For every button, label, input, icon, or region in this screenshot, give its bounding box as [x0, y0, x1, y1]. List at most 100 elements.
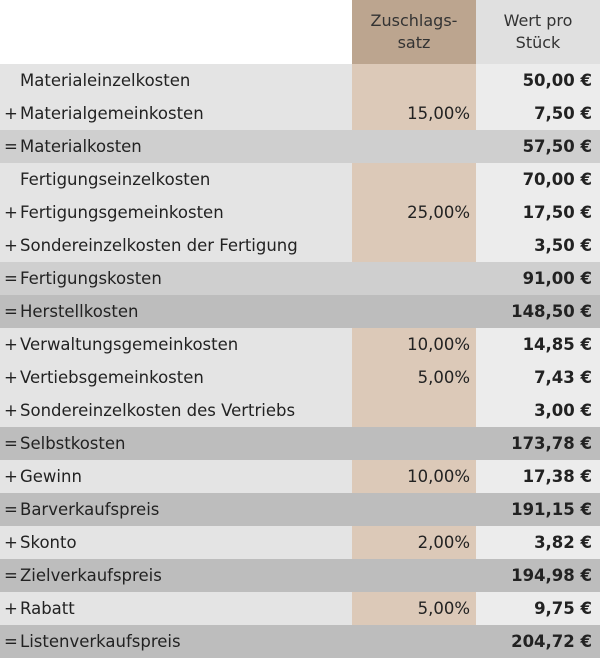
header-empty-cell	[0, 0, 352, 64]
row-label-cell: = Selbstkosten	[0, 427, 352, 460]
row-value: 148,50 €	[476, 295, 600, 328]
row-label-cell: Materialeinzelkosten	[0, 64, 352, 97]
row-value: 14,85 €	[476, 328, 600, 361]
row-sign: +	[4, 401, 18, 420]
row-sign: +	[4, 533, 18, 552]
row-label: Barverkaufspreis	[20, 500, 160, 519]
row-value: 7,50 €	[476, 97, 600, 130]
row-sign: =	[4, 632, 18, 651]
row-value: 204,72 €	[476, 625, 600, 658]
row-rate	[352, 163, 476, 196]
row-label: Fertigungsgemeinkosten	[20, 203, 224, 222]
table-row: + Fertigungsgemeinkosten 25,00% 17,50 €	[0, 196, 600, 229]
row-label: Herstellkosten	[20, 302, 139, 321]
row-sign: =	[4, 302, 18, 321]
row-label: Verwaltungsgemeinkosten	[20, 335, 239, 354]
row-sign: =	[4, 566, 18, 585]
header-rate-label: Zuschlags- satz	[370, 11, 458, 52]
row-label: Materialgemeinkosten	[20, 104, 204, 123]
row-value: 17,38 €	[476, 460, 600, 493]
header-value: Wert pro Stück	[476, 0, 600, 64]
row-sign: =	[4, 434, 18, 453]
table-row: + Materialgemeinkosten 15,00% 7,50 €	[0, 97, 600, 130]
row-value: 70,00 €	[476, 163, 600, 196]
row-rate	[352, 559, 476, 592]
table-row: = Zielverkaufspreis 194,98 €	[0, 559, 600, 592]
table-row: = Materialkosten 57,50 €	[0, 130, 600, 163]
row-sign: +	[4, 203, 18, 222]
row-label: Listenverkaufspreis	[20, 632, 181, 651]
row-sign: +	[4, 335, 18, 354]
row-value: 57,50 €	[476, 130, 600, 163]
row-rate: 25,00%	[352, 196, 476, 229]
row-rate	[352, 394, 476, 427]
table-row: = Fertigungskosten 91,00 €	[0, 262, 600, 295]
table-row: = Barverkaufspreis 191,15 €	[0, 493, 600, 526]
row-label-cell: = Materialkosten	[0, 130, 352, 163]
table-row: Materialeinzelkosten 50,00 €	[0, 64, 600, 97]
table-row: + Rabatt 5,00% 9,75 €	[0, 592, 600, 625]
table-row: + Verwaltungsgemeinkosten 10,00% 14,85 €	[0, 328, 600, 361]
row-value: 9,75 €	[476, 592, 600, 625]
row-rate: 15,00%	[352, 97, 476, 130]
row-value: 3,00 €	[476, 394, 600, 427]
row-sign: +	[4, 368, 18, 387]
row-label: Sondereinzelkosten des Vertriebs	[20, 401, 296, 420]
row-sign: +	[4, 467, 18, 486]
row-label-cell: + Sondereinzelkosten des Vertriebs	[0, 394, 352, 427]
row-sign: +	[4, 599, 18, 618]
table-row: + Sondereinzelkosten des Vertriebs 3,00 €	[0, 394, 600, 427]
row-label: Skonto	[20, 533, 77, 552]
table-row: = Listenverkaufspreis 204,72 €	[0, 625, 600, 658]
row-label: Selbstkosten	[20, 434, 126, 453]
row-label: Sondereinzelkosten der Fertigung	[20, 236, 298, 255]
table-row: + Sondereinzelkosten der Fertigung 3,50 €	[0, 229, 600, 262]
row-value: 50,00 €	[476, 64, 600, 97]
row-rate	[352, 427, 476, 460]
row-label-cell: + Verwaltungsgemeinkosten	[0, 328, 352, 361]
table-body: Materialeinzelkosten 50,00 € + Materialgeme…	[0, 64, 600, 658]
header-rate: Zuschlags- satz	[352, 0, 476, 64]
row-value: 17,50 €	[476, 196, 600, 229]
table-row: + Vertiebsgemeinkosten 5,00% 7,43 €	[0, 361, 600, 394]
row-sign: +	[4, 104, 18, 123]
row-label-cell: = Fertigungskosten	[0, 262, 352, 295]
row-rate: 2,00%	[352, 526, 476, 559]
row-rate	[352, 295, 476, 328]
row-label: Vertiebsgemeinkosten	[20, 368, 204, 387]
table-row: + Skonto 2,00% 3,82 €	[0, 526, 600, 559]
table-row: = Herstellkosten 148,50 €	[0, 295, 600, 328]
header-row: Zuschlags- satz Wert pro Stück	[0, 0, 600, 64]
row-value: 194,98 €	[476, 559, 600, 592]
row-value: 7,43 €	[476, 361, 600, 394]
row-sign: =	[4, 500, 18, 519]
row-label: Zielverkaufspreis	[20, 566, 162, 585]
row-label-cell: + Sondereinzelkosten der Fertigung	[0, 229, 352, 262]
row-value: 173,78 €	[476, 427, 600, 460]
row-label: Materialkosten	[20, 137, 142, 156]
row-label-cell: + Materialgemeinkosten	[0, 97, 352, 130]
row-sign: =	[4, 269, 18, 288]
row-rate: 10,00%	[352, 328, 476, 361]
row-label-cell: + Gewinn	[0, 460, 352, 493]
row-label-cell: + Fertigungsgemeinkosten	[0, 196, 352, 229]
table-row: = Selbstkosten 173,78 €	[0, 427, 600, 460]
row-rate	[352, 130, 476, 163]
row-rate	[352, 229, 476, 262]
row-label-cell: = Zielverkaufspreis	[0, 559, 352, 592]
row-rate	[352, 493, 476, 526]
row-rate	[352, 625, 476, 658]
row-value: 3,82 €	[476, 526, 600, 559]
row-label-cell: = Herstellkosten	[0, 295, 352, 328]
row-sign: =	[4, 137, 18, 156]
row-label: Rabatt	[20, 599, 75, 618]
row-rate	[352, 262, 476, 295]
row-value: 3,50 €	[476, 229, 600, 262]
table-row: Fertigungseinzelkosten 70,00 €	[0, 163, 600, 196]
row-label-cell: = Barverkaufspreis	[0, 493, 352, 526]
row-label-cell: + Skonto	[0, 526, 352, 559]
header-value-label: Wert pro Stück	[503, 11, 573, 52]
row-label: Materialeinzelkosten	[20, 71, 191, 90]
row-label: Gewinn	[20, 467, 82, 486]
row-sign: +	[4, 236, 18, 255]
